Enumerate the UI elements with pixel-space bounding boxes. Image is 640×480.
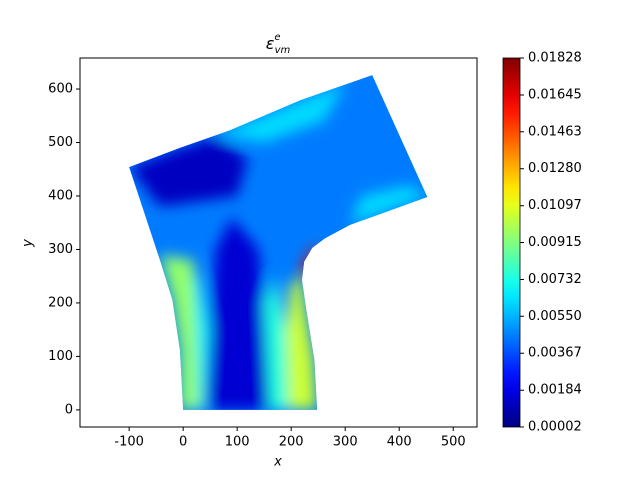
field-patch — [215, 83, 346, 143]
y-tick-label: 400 — [48, 188, 73, 203]
chart-title: εe vm — [266, 32, 291, 56]
x-axis-label: x — [273, 455, 282, 470]
title-subscript: vm — [275, 45, 291, 56]
field-patch — [283, 279, 318, 410]
field-patch — [193, 276, 211, 410]
x-tick-label: 0 — [179, 435, 187, 450]
colorbar-tick-label: 0.01097 — [528, 198, 582, 213]
colorbar-tick-label: 0.00732 — [528, 272, 582, 287]
y-tick-label: 200 — [48, 295, 73, 310]
colorbar-tick-label: 0.01645 — [528, 87, 582, 102]
x-tick-label: -100 — [114, 435, 144, 450]
x-tick-label: 400 — [387, 435, 412, 450]
x-tick-label: 100 — [225, 435, 250, 450]
x-tick-label: 300 — [333, 435, 358, 450]
title-superscript: e — [274, 32, 280, 43]
colorbar-tick-label: 0.00184 — [528, 383, 582, 398]
y-tick-label: 100 — [48, 349, 73, 364]
colorbar-tick-label: 0.01463 — [528, 124, 582, 139]
colorbar — [502, 57, 521, 428]
x-tick-label: 500 — [441, 435, 466, 450]
colorbar-tick-label: 0.00367 — [528, 346, 582, 361]
y-tick-label: 500 — [48, 135, 73, 150]
x-tick-label: 200 — [279, 435, 304, 450]
colorbar-tick-label: 0.00002 — [528, 420, 582, 435]
y-tick-label: 600 — [48, 82, 73, 97]
field-patch — [350, 185, 428, 225]
colorbar-tick-label: 0.00915 — [528, 235, 582, 250]
title-symbol: ε — [266, 34, 275, 53]
axes-frame — [79, 57, 478, 428]
colorbar-tick-label: 0.01828 — [528, 51, 582, 66]
field-patches — [129, 83, 428, 410]
field-patch — [129, 137, 248, 207]
field-blur — [129, 83, 428, 410]
y-tick-label: 0 — [65, 402, 73, 417]
colorbar-tick-label: 0.00550 — [528, 309, 582, 324]
y-tick-label: 300 — [48, 242, 73, 257]
field-patch — [264, 276, 289, 410]
field-patch — [159, 254, 200, 410]
field-patch — [204, 217, 270, 410]
y-axis-label: y — [21, 239, 36, 248]
field — [129, 75, 428, 410]
colorbar-tick-label: 0.01280 — [528, 161, 582, 176]
